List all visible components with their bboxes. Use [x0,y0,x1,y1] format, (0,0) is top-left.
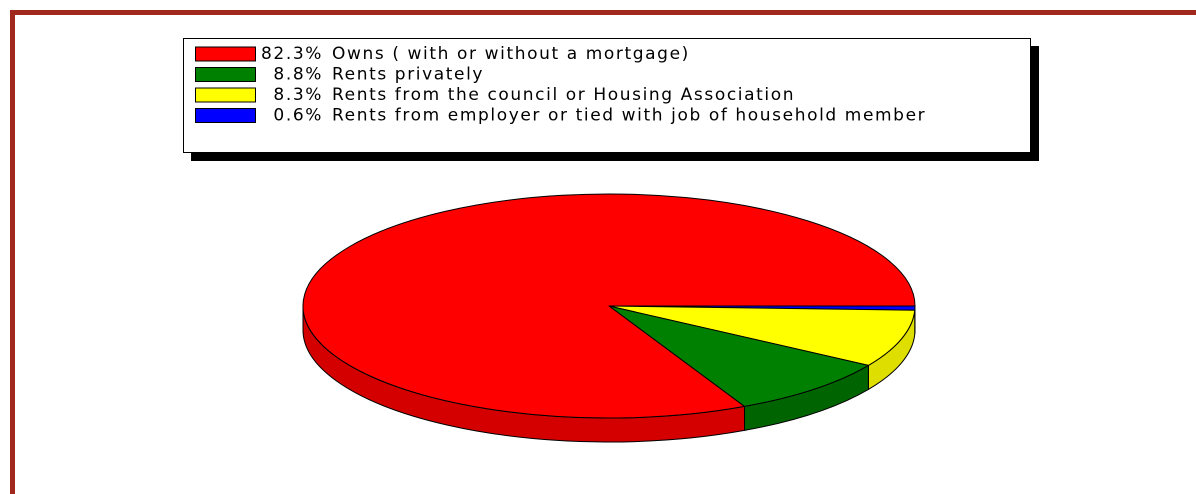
legend-swatch [195,46,256,62]
slice [302,193,916,419]
legend-value: 82.3% [261,44,323,64]
frame-left [10,10,15,494]
legend-swatch [195,87,256,103]
legend-label: Rents from employer or tied with job of … [332,106,926,126]
legend-value: 0.6% [273,106,323,126]
legend-swatch [195,108,256,123]
legend-label: Owns ( with or without a mortgage) [332,44,690,64]
slice [608,305,916,366]
slice [608,305,869,407]
legend-value: 8.8% [273,65,323,85]
legend [183,38,1031,153]
legend-label: Rents privately [332,65,484,85]
frame-top [10,10,1196,15]
legend-swatch [195,67,256,82]
legend-label: Rents from the council or Housing Associ… [332,85,795,105]
legend-value: 8.3% [273,85,323,105]
